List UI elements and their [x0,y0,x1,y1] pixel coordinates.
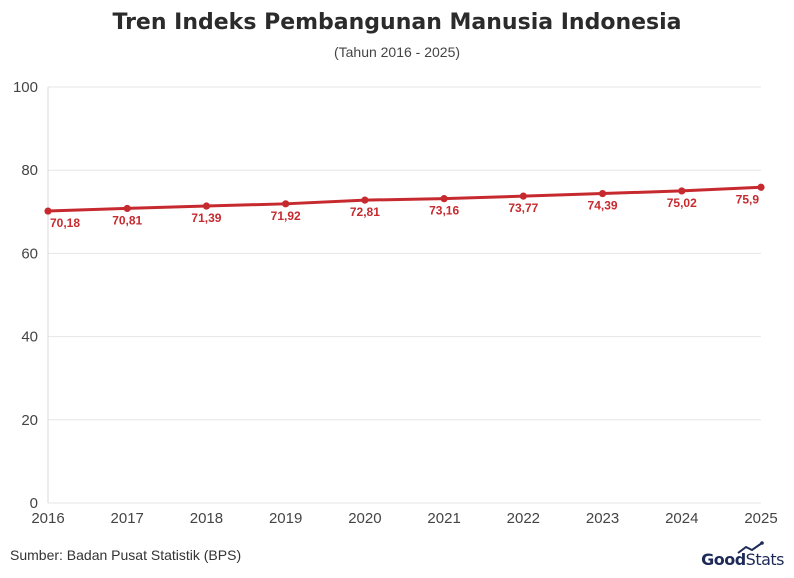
data-point [519,192,527,200]
source-note: Sumber: Badan Pusat Statistik (BPS) [10,547,242,563]
x-tick-label: 2020 [348,510,381,527]
data-point [440,195,448,203]
chart-subtitle: (Tahun 2016 - 2025) [333,44,461,60]
x-tick-label: 2016 [31,510,64,527]
series-line [47,185,762,213]
data-label: 73,16 [429,204,459,218]
x-tick-label: 2021 [427,510,460,527]
x-tick-label: 2025 [744,510,777,527]
data-point [361,196,369,204]
data-label: 75,9 [736,192,760,206]
data-point [598,189,607,198]
x-tick-label: 2024 [665,510,698,527]
x-tick-label: 2019 [269,510,302,527]
y-tick-label: 40 [21,329,38,346]
data-label: 71,39 [191,211,221,225]
data-point [678,187,686,195]
trend-icon [737,541,764,554]
y-tick-label: 100 [13,79,38,96]
logo-stats-text: Stats [745,550,785,569]
data-point [757,183,765,191]
data-label: 73,77 [508,201,538,215]
y-tick-label: 60 [21,245,38,262]
x-tick-label: 2022 [507,510,540,527]
data-label: 70,81 [112,213,142,227]
x-tick-label: 2017 [111,510,144,527]
goodstats-logo: Good Stats [701,541,785,569]
y-tick-label: 0 [30,495,38,512]
x-tick-label: 2023 [586,510,619,527]
data-label: 74,39 [588,199,618,213]
y-tick-label: 80 [21,162,38,179]
data-point [44,207,52,215]
data-label: 75,02 [667,196,697,210]
chart-title: Tren Indeks Pembangunan Manusia Indonesi… [112,10,682,35]
data-label: 71,92 [271,209,301,223]
y-tick-label: 20 [21,412,38,429]
logo-good-text: Good [701,550,746,569]
data-point [202,202,211,210]
data-point [282,200,290,208]
data-point [123,204,131,213]
x-tick-label: 2018 [190,510,223,527]
data-label: 70,18 [50,216,80,230]
data-label: 72,81 [350,205,380,219]
